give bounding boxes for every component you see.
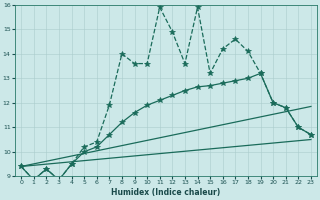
X-axis label: Humidex (Indice chaleur): Humidex (Indice chaleur) — [111, 188, 221, 197]
